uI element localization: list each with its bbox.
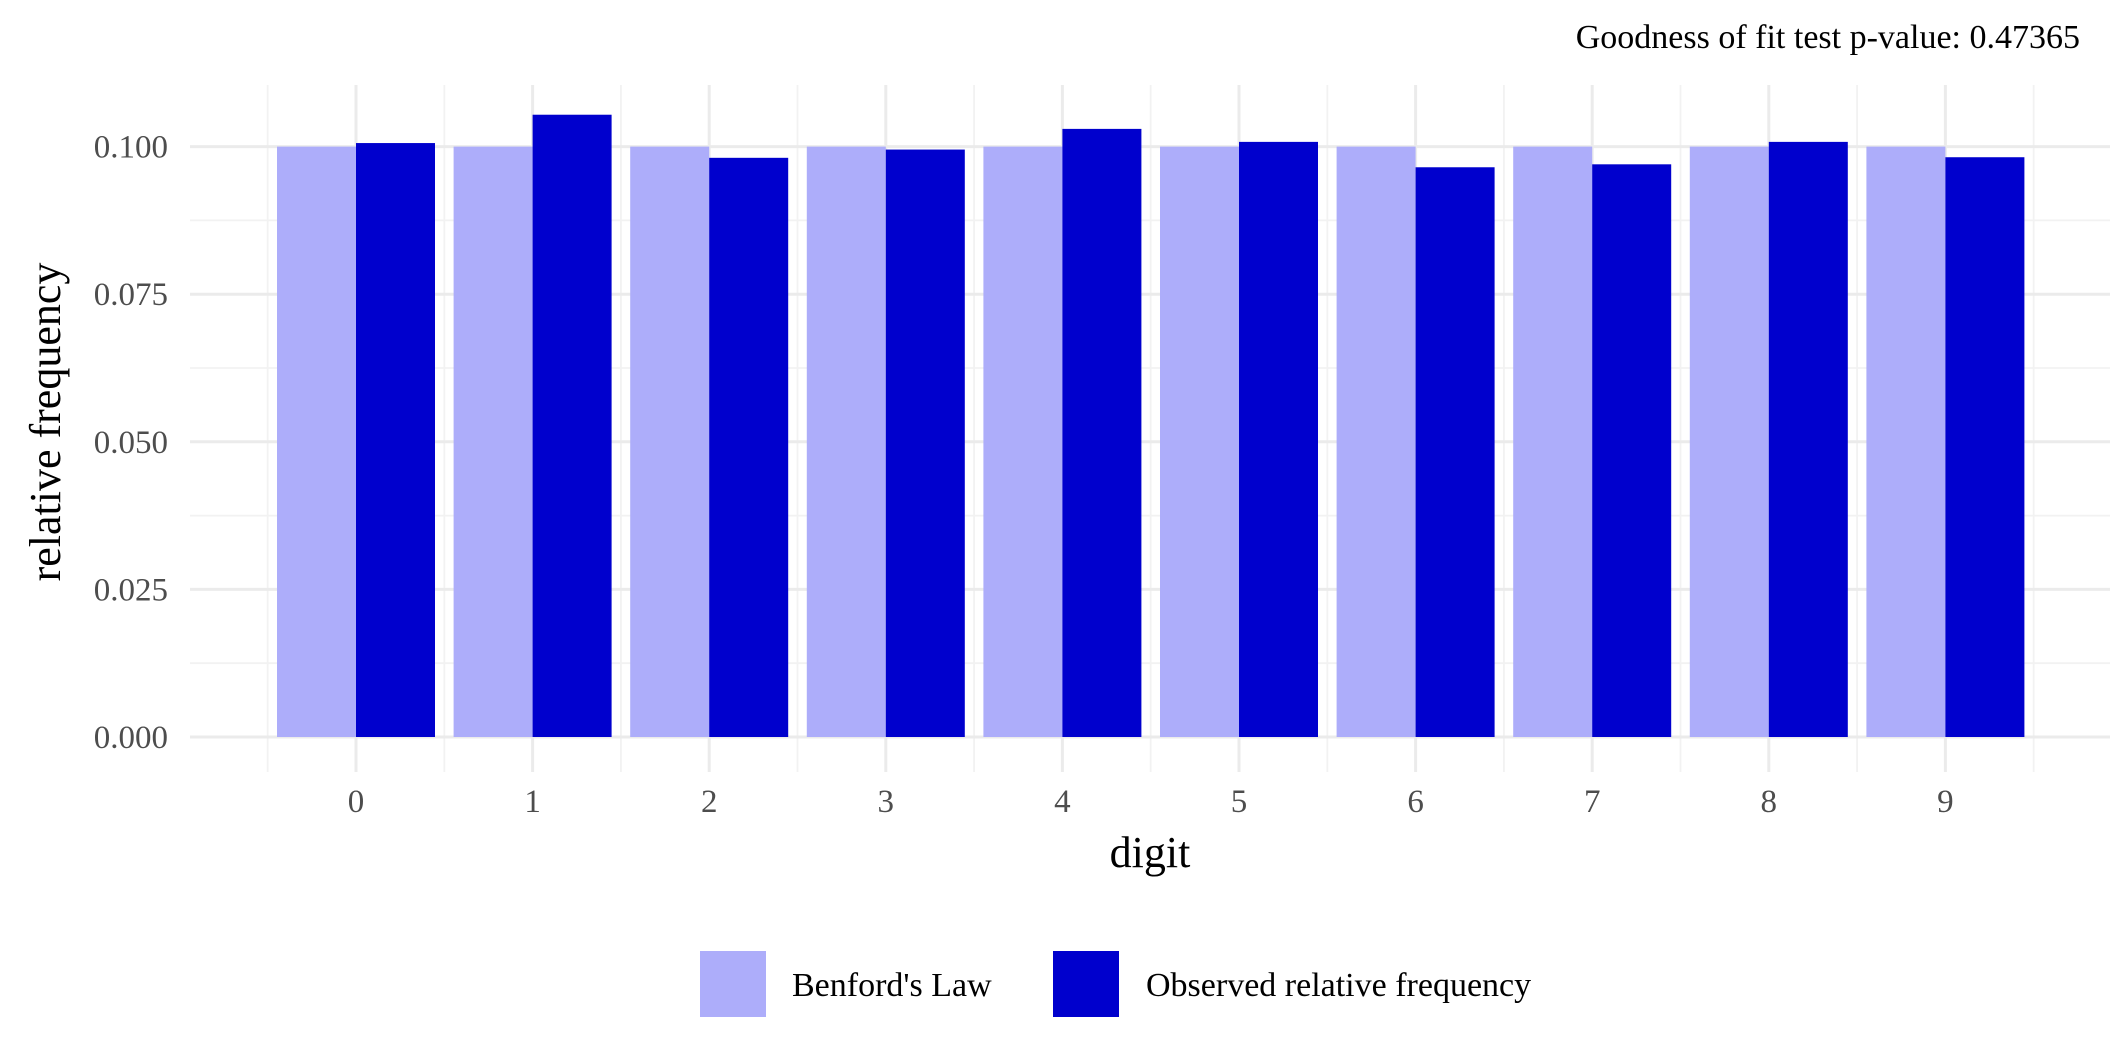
x-axis-ticks: 0 1 2 3 4 5 6 7 8 9: [348, 784, 1954, 820]
bar-observed-6: [1415, 167, 1495, 737]
bar-benford-9: [1866, 146, 1946, 738]
bar-observed-2: [709, 157, 789, 737]
bar-observed-5: [1239, 141, 1318, 737]
chart-subtitle: Goodness of fit test p-value: 0.47365: [1576, 19, 2080, 56]
x-tick-label: 6: [1407, 784, 1424, 820]
x-axis-title: digit: [1110, 828, 1191, 877]
bar-benford-1: [453, 146, 533, 738]
x-tick-label: 7: [1584, 784, 1601, 820]
x-tick-label: 3: [878, 784, 895, 820]
bar-benford-3: [806, 146, 886, 738]
bar-benford-7: [1513, 146, 1593, 738]
x-tick-label: 4: [1054, 784, 1071, 820]
x-tick-label: 0: [348, 784, 365, 820]
y-tick-label: 0.075: [94, 277, 168, 313]
legend-swatch-observed: [1053, 951, 1119, 1017]
bar-observed-8: [1768, 141, 1848, 737]
legend-swatch-benford: [700, 951, 766, 1017]
y-tick-label: 0.050: [94, 425, 168, 461]
legend-label-benford: Benford's Law: [792, 967, 992, 1004]
x-tick-label: 9: [1937, 784, 1954, 820]
y-axis-title: relative frequency: [21, 263, 70, 582]
bar-benford-2: [630, 146, 710, 738]
bar-benford-0: [277, 146, 356, 738]
bar-benford-4: [983, 146, 1063, 738]
y-tick-label: 0.100: [94, 130, 168, 166]
bars: [277, 114, 2025, 738]
x-tick-label: 2: [701, 784, 718, 820]
bar-observed-3: [885, 149, 965, 737]
y-axis-ticks: 0.000 0.025 0.050 0.075 0.100: [94, 130, 168, 756]
bar-observed-7: [1592, 164, 1672, 737]
bar-observed-9: [1945, 157, 2025, 738]
x-tick-label: 8: [1761, 784, 1778, 820]
bar-observed-4: [1062, 128, 1142, 737]
bar-observed-0: [356, 143, 435, 737]
x-tick-label: 5: [1231, 784, 1248, 820]
bar-benford-8: [1689, 146, 1769, 738]
bar-benford-6: [1336, 146, 1416, 738]
bar-benford-5: [1160, 146, 1239, 738]
bar-observed-1: [532, 114, 612, 738]
legend-label-observed: Observed relative frequency: [1146, 967, 1531, 1004]
x-tick-label: 1: [524, 784, 541, 820]
y-tick-label: 0.025: [94, 572, 168, 608]
y-tick-label: 0.000: [94, 720, 168, 756]
legend: Benford's Law Observed relative frequenc…: [700, 951, 1531, 1017]
